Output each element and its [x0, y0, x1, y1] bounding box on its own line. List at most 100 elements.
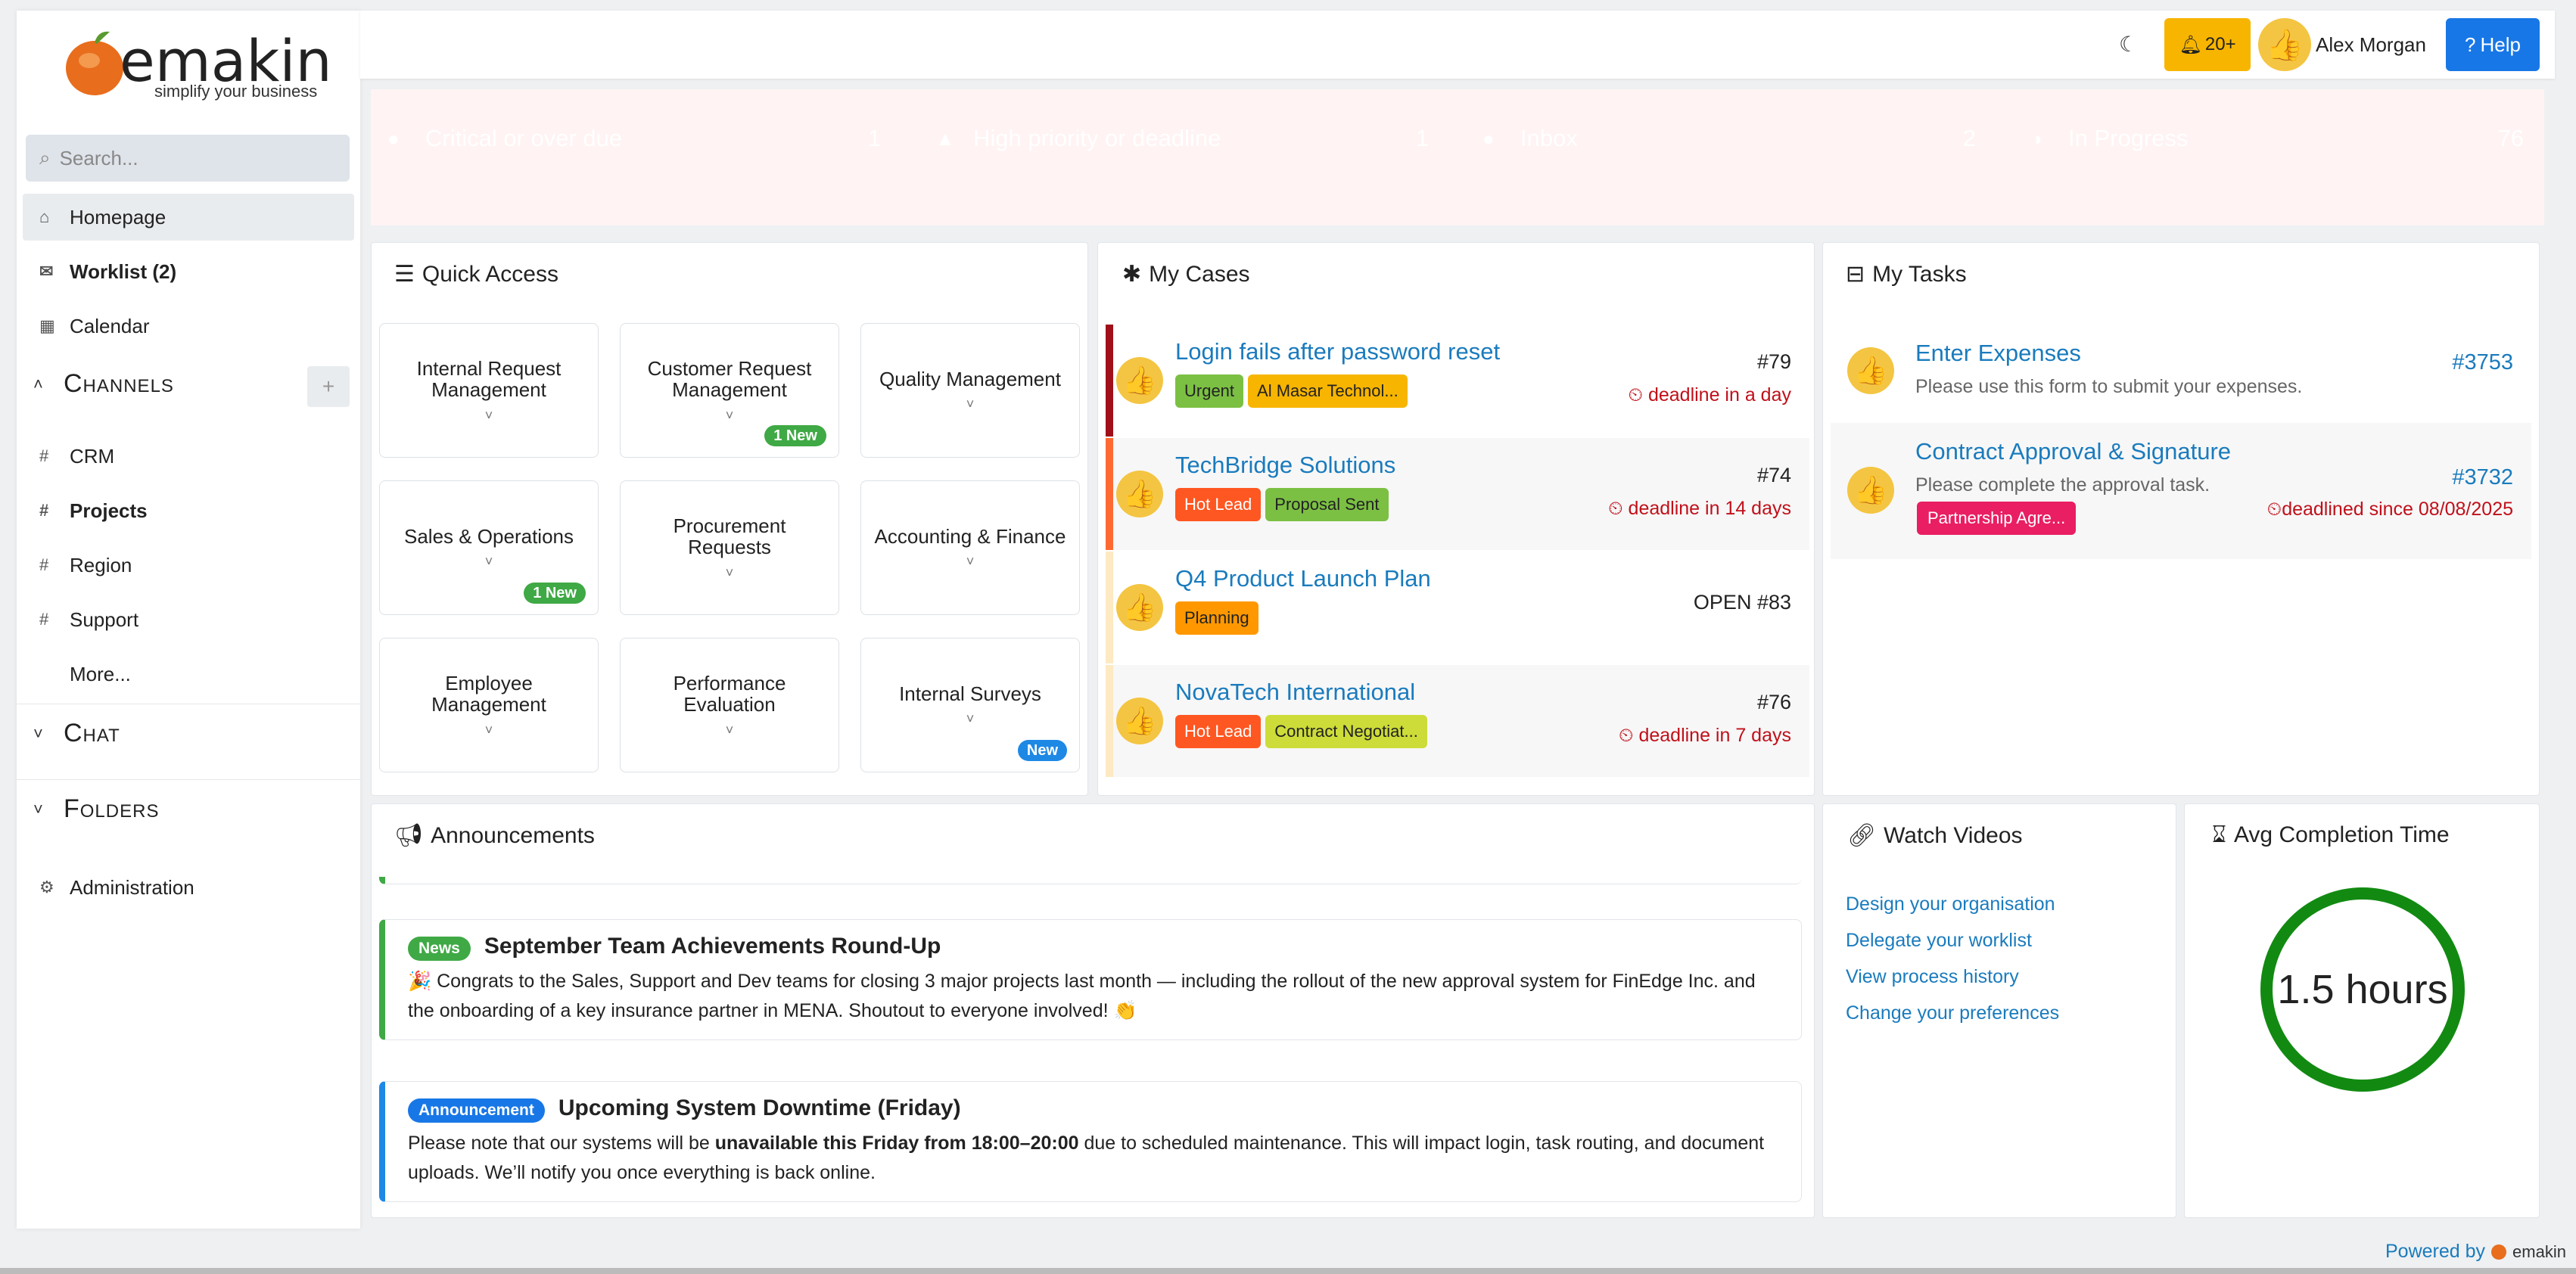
channels-section-header[interactable]: ˄ Channels [33, 369, 174, 399]
chat-title: Chat [64, 719, 120, 747]
case-number: OPEN #83 [1693, 591, 1791, 614]
my-cases-panel: ✱ My Cases 👍 Login fails after password r… [1097, 242, 1815, 796]
case-tag: Urgent [1175, 374, 1244, 408]
quick-access-item[interactable]: Employee Management ˅ [379, 638, 599, 772]
video-link[interactable]: Delegate your worklist [1846, 930, 2032, 951]
avg-completion-panel: ⌛︎ Avg Completion Time 1.5 hours [2184, 803, 2540, 1218]
task-row[interactable]: 👍 Contract Approval & Signature Please c… [1831, 423, 2531, 559]
chevron-down-icon: ˅ [484, 722, 493, 738]
homepage-label: Homepage [70, 205, 166, 228]
kpi-high-priority[interactable]: ▲ High priority or deadline 1 [919, 101, 1445, 176]
task-row[interactable]: 👍 Enter Expenses Please use this form to… [1831, 325, 2531, 423]
quick-access-item[interactable]: Performance Evaluation ˅ [620, 638, 839, 772]
quick-access-item[interactable]: Internal Surveys ˅ New [860, 638, 1080, 772]
quick-access-item[interactable]: Quality Management ˅ [860, 323, 1080, 458]
case-row[interactable]: 👍 TechBridge Solutions Hot Lead Proposal … [1106, 438, 1809, 550]
logo-fruit-icon [66, 31, 123, 95]
sidebar-more-link[interactable]: More... [23, 651, 354, 698]
notifications-button[interactable]: 🔔︎ 20+ [2164, 18, 2251, 71]
chevron-down-icon: ˅ [725, 407, 734, 423]
news-badge: News [408, 937, 471, 961]
case-tag: Planning [1175, 601, 1258, 635]
case-title[interactable]: Q4 Product Launch Plan [1175, 565, 1431, 592]
sidebar-item-homepage[interactable]: ⌂ Homepage [23, 194, 354, 241]
case-tag: Hot Lead [1175, 715, 1262, 748]
task-description: Please complete the approval task. [1915, 474, 2210, 496]
qa-label: Employee Management [431, 671, 546, 716]
warning-icon: ▲ [935, 126, 955, 150]
task-number[interactable]: #3732 [2452, 465, 2513, 489]
quick-access-item[interactable]: Customer Request Management ˅ 1 New [620, 323, 839, 458]
bell-icon: 🔔︎ [2179, 34, 2202, 55]
sidebar-item-administration[interactable]: ⚙ Administration [23, 864, 354, 911]
case-row[interactable]: 👍 Login fails after password reset Urgen… [1106, 325, 1809, 437]
search-icon: ⌕ [39, 146, 51, 169]
sidebar-item-calendar[interactable]: ▦ Calendar [23, 303, 354, 350]
case-title[interactable]: NovaTech International [1175, 679, 1416, 705]
sidebar-item-region[interactable]: # Region [23, 542, 354, 589]
video-link[interactable]: View process history [1846, 966, 2019, 987]
footer-logo-icon [2491, 1244, 2507, 1260]
search-placeholder: Search... [59, 146, 138, 169]
chevron-down-icon: ˅ [725, 564, 734, 580]
user-avatar[interactable]: 👍 [2258, 18, 2311, 71]
clock-icon: ⏲ [1619, 725, 1639, 746]
announcement-text-part: Please note that our systems will be [408, 1133, 715, 1154]
kpi-critical[interactable]: ● Critical or over due 1 [371, 101, 898, 176]
kpi-inbox[interactable]: ● Inbox 2 [1466, 101, 1993, 176]
user-name[interactable]: Alex Morgan [2316, 33, 2426, 56]
my-tasks-panel: ⊟ My Tasks 👍 Enter Expenses Please use th… [1822, 242, 2540, 796]
avg-completion-header: ⌛︎ Avg Completion Time [2212, 822, 2450, 848]
add-channel-button[interactable]: + [307, 366, 350, 407]
quick-access-item[interactable]: Procurement Requests ˅ [620, 480, 839, 615]
case-title[interactable]: Login fails after password reset [1175, 338, 1501, 365]
help-button[interactable]: ? Help [2446, 18, 2540, 71]
cogs-icon: ✱ [1122, 262, 1142, 287]
sidebar-item-projects[interactable]: # Projects [23, 487, 354, 534]
case-title[interactable]: TechBridge Solutions [1175, 452, 1396, 478]
announcements-title: Announcements [431, 822, 595, 848]
folders-title: Folders [64, 794, 160, 823]
qa-label: Customer Request Management [647, 356, 812, 402]
kpi-strip-background [371, 89, 2544, 225]
powered-by-label: Powered by [2385, 1241, 2486, 1262]
case-row[interactable]: 👍 Q4 Product Launch Plan Planning OPEN #… [1106, 552, 1809, 663]
avatar: 👍 [1116, 698, 1163, 744]
kpi-label: In Progress [2068, 125, 2189, 151]
clock-icon: ⏲ [2266, 499, 2282, 520]
folders-section-header[interactable]: ˅ Folders [33, 794, 159, 824]
avg-completion-gauge: 1.5 hours [2260, 887, 2465, 1092]
kpi-in-progress[interactable]: ◑ In Progress 76 [2014, 101, 2540, 176]
watch-videos-header: 🔗︎ Watch Videos [1847, 822, 2023, 849]
chat-section-header[interactable]: ˅ Chat [33, 719, 120, 748]
emakin-logo[interactable]: emakin simplify your business [36, 21, 332, 104]
quick-access-item[interactable]: Internal Request Management ˅ [379, 323, 599, 458]
quick-access-title: Quick Access [422, 261, 558, 287]
avatar: 👍 [1847, 347, 1894, 394]
task-title[interactable]: Contract Approval & Signature [1915, 438, 2232, 465]
case-row[interactable]: 👍 NovaTech International Hot Lead Contrac… [1106, 665, 1809, 777]
hash-icon: # [39, 446, 49, 465]
sidebar-item-worklist[interactable]: ✉ Worklist (2) [23, 248, 354, 295]
qa-label: Internal Request Management [416, 356, 562, 402]
kpi-label: High priority or deadline [973, 125, 1221, 151]
powered-by-footer[interactable]: Powered by emakin [2385, 1241, 2566, 1263]
quick-access-item[interactable]: Accounting & Finance ˅ [860, 480, 1080, 615]
divider [17, 779, 360, 780]
video-link[interactable]: Change your preferences [1846, 1002, 2060, 1024]
bottom-scrollbar[interactable] [0, 1268, 2576, 1274]
calendar-label: Calendar [70, 314, 150, 337]
case-number: #79 [1756, 350, 1791, 373]
quick-access-item[interactable]: Sales & Operations ˅ 1 New [379, 480, 599, 615]
search-input[interactable]: ⌕ Search... [26, 135, 350, 182]
case-tag: Contract Negotiat... [1265, 715, 1427, 748]
video-link[interactable]: Design your organisation [1846, 893, 2055, 915]
dark-mode-toggle-icon[interactable]: ☾ [2119, 33, 2139, 56]
qa-label: Sales & Operations [403, 524, 574, 548]
sidebar-item-support[interactable]: # Support [23, 596, 354, 643]
sidebar-item-crm[interactable]: # CRM [23, 433, 354, 480]
case-tag: Al Masar Technol... [1248, 374, 1408, 408]
priority-bar [1106, 438, 1113, 550]
task-number[interactable]: #3753 [2452, 350, 2513, 374]
task-title[interactable]: Enter Expenses [1915, 340, 2081, 366]
